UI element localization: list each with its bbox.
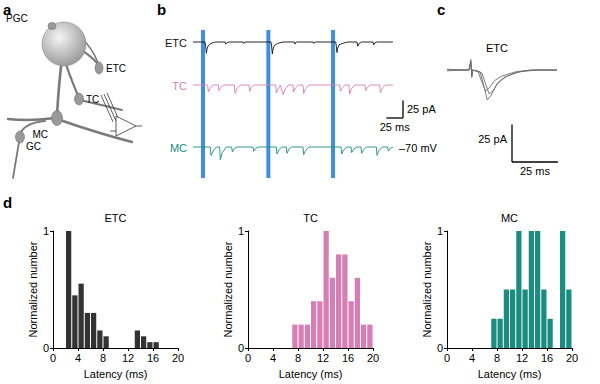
svg-text:Normalized number: Normalized number	[421, 241, 433, 337]
svg-text:8: 8	[494, 352, 500, 364]
svg-text:Normalized number: Normalized number	[222, 241, 234, 337]
svg-text:0: 0	[50, 352, 56, 364]
svg-text:8: 8	[100, 352, 106, 364]
svg-text:0: 0	[238, 342, 244, 354]
svg-text:ETC: ETC	[486, 42, 508, 54]
svg-text:0: 0	[437, 342, 443, 354]
svg-text:GC: GC	[26, 141, 41, 152]
svg-text:TC: TC	[86, 94, 99, 105]
svg-text:0: 0	[245, 352, 251, 364]
svg-text:Latency (ms): Latency (ms)	[478, 368, 542, 380]
svg-text:MC: MC	[32, 129, 48, 140]
svg-text:12: 12	[122, 352, 134, 364]
svg-text:Latency (ms): Latency (ms)	[279, 368, 343, 380]
svg-text:4: 4	[469, 352, 475, 364]
svg-text:25 ms: 25 ms	[380, 121, 410, 133]
svg-text:ETC: ETC	[106, 63, 126, 74]
svg-text:d: d	[3, 194, 12, 211]
svg-text:8: 8	[295, 352, 301, 364]
svg-text:PGC: PGC	[6, 13, 28, 24]
svg-text:MC: MC	[170, 142, 187, 154]
svg-text:MC: MC	[501, 212, 518, 224]
svg-text:20: 20	[566, 352, 578, 364]
svg-text:Normalized number: Normalized number	[27, 241, 39, 337]
svg-text:b: b	[157, 1, 166, 18]
svg-text:1: 1	[43, 225, 49, 237]
svg-text:4: 4	[75, 352, 81, 364]
svg-text:1: 1	[238, 225, 244, 237]
svg-text:25 pA: 25 pA	[478, 133, 507, 145]
svg-text:12: 12	[317, 352, 329, 364]
svg-text:ETC: ETC	[105, 212, 127, 224]
svg-text:1: 1	[437, 225, 443, 237]
svg-text:c: c	[437, 1, 445, 18]
svg-text:TC: TC	[172, 80, 187, 92]
svg-text:16: 16	[541, 352, 553, 364]
svg-text:0: 0	[43, 342, 49, 354]
svg-text:12: 12	[516, 352, 528, 364]
svg-text:20: 20	[367, 352, 379, 364]
svg-text:0: 0	[444, 352, 450, 364]
svg-text:25 pA: 25 pA	[407, 103, 436, 115]
svg-text:25 ms: 25 ms	[520, 165, 550, 177]
svg-text:16: 16	[147, 352, 159, 364]
svg-text:20: 20	[172, 352, 184, 364]
svg-text:ETC: ETC	[165, 37, 187, 49]
svg-text:a: a	[3, 1, 12, 18]
svg-text:4: 4	[270, 352, 276, 364]
svg-text:Latency (ms): Latency (ms)	[84, 368, 148, 380]
svg-text:–70 mV: –70 mV	[399, 142, 438, 154]
svg-text:TC: TC	[303, 212, 318, 224]
svg-text:16: 16	[342, 352, 354, 364]
